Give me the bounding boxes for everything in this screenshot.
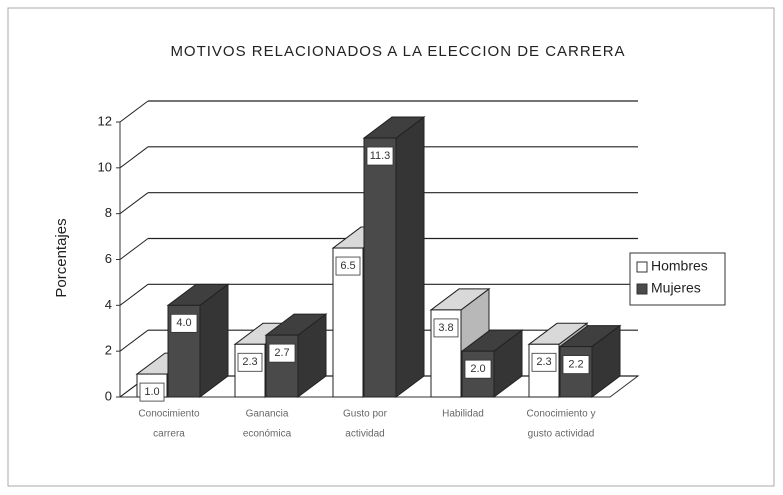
value-label-box bbox=[170, 313, 198, 333]
value-label-box bbox=[531, 352, 557, 372]
value-label: 2.7 bbox=[274, 347, 289, 359]
value-label-box bbox=[139, 382, 165, 402]
y-axis-label: Porcentajes bbox=[53, 218, 70, 297]
x-tick-label: Conocimiento y bbox=[527, 409, 596, 420]
value-label-box bbox=[464, 359, 492, 379]
value-label-box bbox=[268, 343, 296, 363]
legend-swatch bbox=[636, 283, 648, 295]
value-label-box bbox=[237, 352, 263, 372]
legend-label: Mujeres bbox=[651, 280, 701, 296]
grid-line-side bbox=[119, 146, 149, 169]
value-label: 4.0 bbox=[176, 317, 191, 329]
grid-line-side bbox=[119, 238, 149, 260]
value-label-box bbox=[335, 256, 361, 276]
y-tick-label: 0 bbox=[105, 388, 112, 403]
y-tick-label: 2 bbox=[105, 343, 112, 358]
chart-title: MOTIVOS RELACIONADOS A LA ELECCION DE CA… bbox=[170, 43, 625, 60]
value-label: 11.3 bbox=[370, 150, 391, 162]
value-label: 2.2 bbox=[568, 358, 583, 370]
legend-swatch bbox=[636, 261, 648, 273]
value-label: 6.5 bbox=[340, 260, 355, 272]
bar-side bbox=[395, 116, 425, 398]
x-tick-label: Habilidad bbox=[442, 409, 484, 420]
grid-line-side bbox=[119, 100, 149, 123]
x-tick-label: gusto actividad bbox=[528, 429, 595, 440]
value-label-box bbox=[562, 355, 590, 374]
grid-line-side bbox=[119, 329, 149, 352]
x-tick-label: Ganancia bbox=[246, 409, 289, 420]
value-label: 3.8 bbox=[438, 322, 453, 334]
value-label: 2.3 bbox=[242, 356, 257, 368]
x-tick-label: actividad bbox=[345, 429, 384, 440]
y-tick-label: 4 bbox=[105, 297, 112, 312]
x-tick-label: Gusto por bbox=[343, 409, 388, 420]
bar bbox=[166, 283, 230, 398]
value-label-box bbox=[433, 318, 459, 338]
bar bbox=[362, 116, 426, 398]
y-tick-label: 10 bbox=[98, 159, 112, 174]
x-tick-label: carrera bbox=[153, 429, 185, 440]
value-label: 2.3 bbox=[536, 356, 551, 368]
value-label: 1.0 bbox=[144, 386, 159, 398]
bar-front bbox=[363, 137, 397, 398]
x-tick-label: económica bbox=[243, 429, 292, 440]
grid-line-side bbox=[119, 192, 149, 215]
x-tick-label: Conocimiento bbox=[138, 409, 200, 420]
y-tick-label: 8 bbox=[105, 205, 112, 220]
grid-line-side bbox=[119, 283, 149, 306]
y-tick-label: 6 bbox=[105, 251, 112, 266]
legend-label: Hombres bbox=[651, 258, 708, 274]
value-label-box bbox=[366, 146, 394, 166]
value-label: 2.0 bbox=[470, 363, 485, 375]
y-tick-label: 12 bbox=[98, 113, 112, 128]
